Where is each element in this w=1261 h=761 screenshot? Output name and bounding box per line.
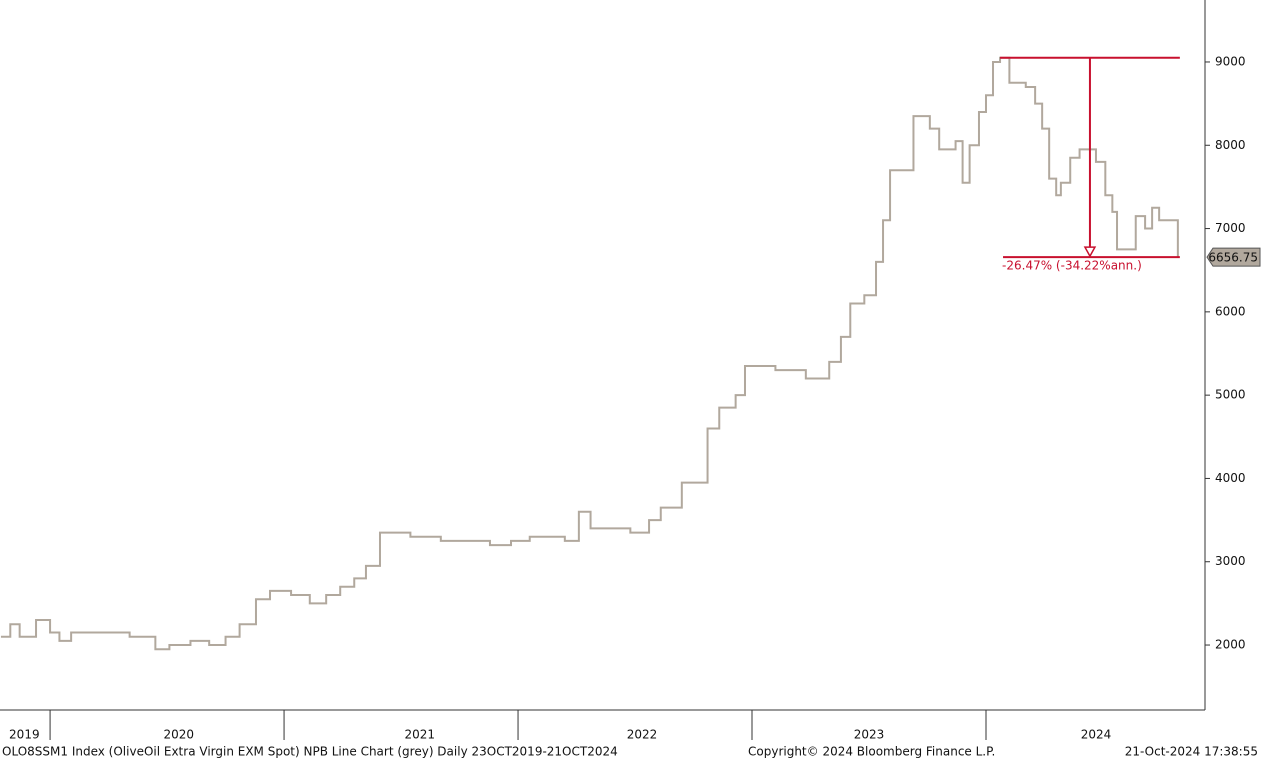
last-value-tag (1206, 247, 1261, 267)
y-tick-label: 8000 (1215, 138, 1246, 152)
x-tick-label: 2020 (163, 728, 194, 742)
last-value-label: 6656.75 (1208, 251, 1258, 265)
y-tick-label: 2000 (1215, 638, 1246, 652)
footer-left: OLO8SSM1 Index (OliveOil Extra Virgin EX… (2, 745, 618, 759)
price-line (0, 56, 1179, 651)
x-tick-label: 2021 (404, 728, 435, 742)
x-tick-label: 2022 (627, 728, 658, 742)
y-tick-label: 4000 (1215, 471, 1246, 485)
y-tick-label: 7000 (1215, 221, 1246, 235)
y-tick-label: 3000 (1215, 554, 1246, 568)
x-tick-label: 2023 (854, 728, 885, 742)
footer-copyright: Copyright© 2024 Bloomberg Finance L.P. (748, 745, 995, 759)
x-tick-label: 2024 (1081, 728, 1112, 742)
y-tick-label: 6000 (1215, 304, 1246, 318)
x-tick-label: 2019 (9, 728, 40, 742)
drawdown-label: -26.47% (-34.22%ann.) (1002, 259, 1142, 273)
y-tick-label: 5000 (1215, 388, 1246, 402)
footer-timestamp: 21-Oct-2024 17:38:55 (1125, 745, 1258, 759)
y-tick-label: 9000 (1215, 54, 1246, 68)
drawdown-arrow-head (1083, 246, 1097, 258)
